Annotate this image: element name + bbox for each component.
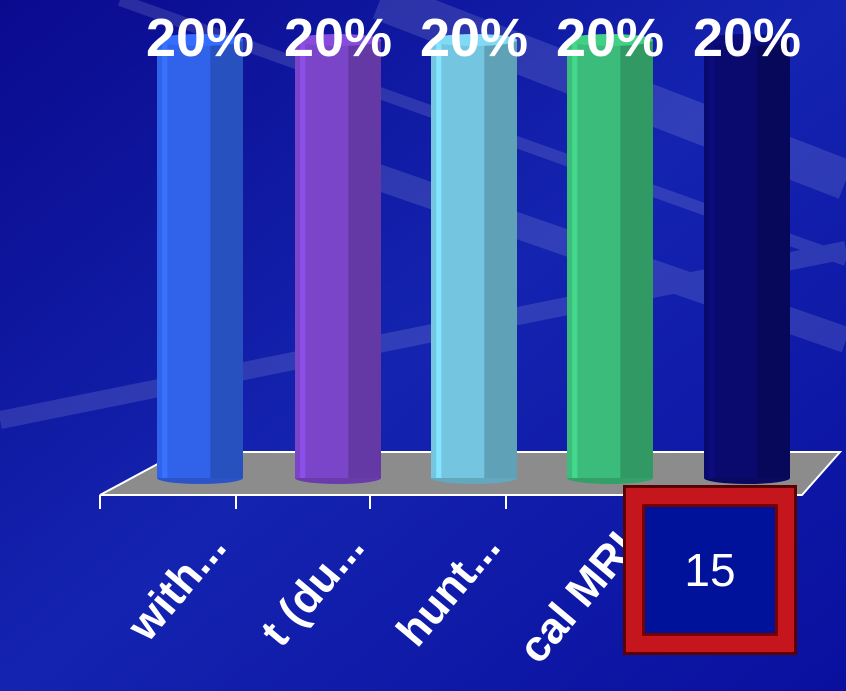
bars-group <box>157 34 790 484</box>
bar-shade-3 <box>484 40 517 478</box>
bar-highlight-4 <box>572 40 578 478</box>
countdown-value: 15 <box>684 544 736 596</box>
bar-shade-1 <box>210 40 243 478</box>
bar-shade-4 <box>620 40 653 478</box>
bar-top-4 <box>567 34 653 46</box>
value-label-2: 20% <box>284 8 392 68</box>
value-label-4: 20% <box>556 8 664 68</box>
bar-shade-5 <box>757 40 790 478</box>
bar-highlight-5 <box>709 40 715 478</box>
bar-top-5 <box>704 34 790 46</box>
bar-top-2 <box>295 34 381 46</box>
value-label-5: 20% <box>693 8 801 68</box>
value-labels: 20% 20% 20% 20% 20% <box>146 8 801 68</box>
value-label-3: 20% <box>420 8 528 68</box>
bar-shade-2 <box>348 40 381 478</box>
countdown-timer: 15 <box>623 485 797 655</box>
bar-highlight-1 <box>162 40 168 478</box>
bar-top-1 <box>157 34 243 46</box>
value-label-1: 20% <box>146 8 254 68</box>
bar-highlight-3 <box>436 40 442 478</box>
bar-top-3 <box>431 34 517 46</box>
bar-highlight-2 <box>300 40 306 478</box>
